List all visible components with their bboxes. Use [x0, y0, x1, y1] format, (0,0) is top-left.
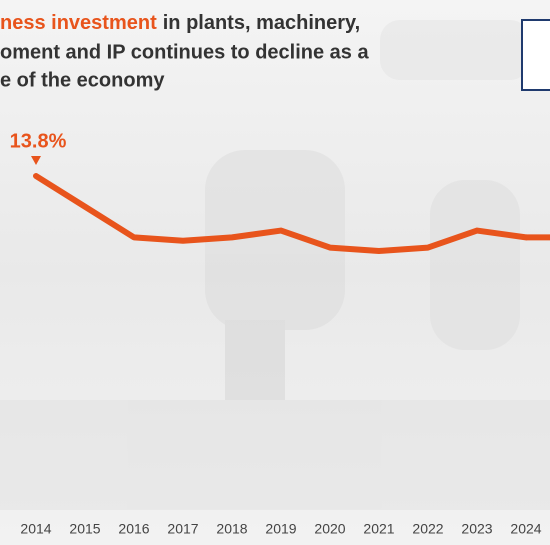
x-tick-label: 2020	[314, 521, 345, 537]
title-line: in plants, machinery,	[163, 12, 360, 34]
data-label: 13.8%	[10, 130, 67, 152]
x-tick-label: 2015	[69, 521, 100, 537]
x-tick-label: 2018	[216, 521, 247, 537]
data-line	[33, 173, 529, 254]
chart-title: ness investment in plants, machinery,	[0, 12, 360, 34]
x-tick-label: 2016	[118, 521, 149, 537]
x-tick-label: 2021	[363, 521, 394, 537]
logo-box	[521, 19, 550, 91]
title-highlight: ness investment	[0, 12, 157, 34]
x-tick-label: 2017	[167, 521, 198, 537]
x-tick-label: 2023	[461, 521, 492, 537]
background-machinery	[0, 20, 550, 510]
x-tick-label: 2024	[510, 521, 541, 537]
x-tick-label: 2014	[20, 521, 51, 537]
x-tick-label: 2019	[265, 521, 296, 537]
title-line: oment and IP continues to decline as a	[0, 41, 369, 63]
x-tick-label: 2022	[412, 521, 443, 537]
title-line: e of the economy	[0, 69, 165, 91]
label-marker	[31, 156, 41, 165]
